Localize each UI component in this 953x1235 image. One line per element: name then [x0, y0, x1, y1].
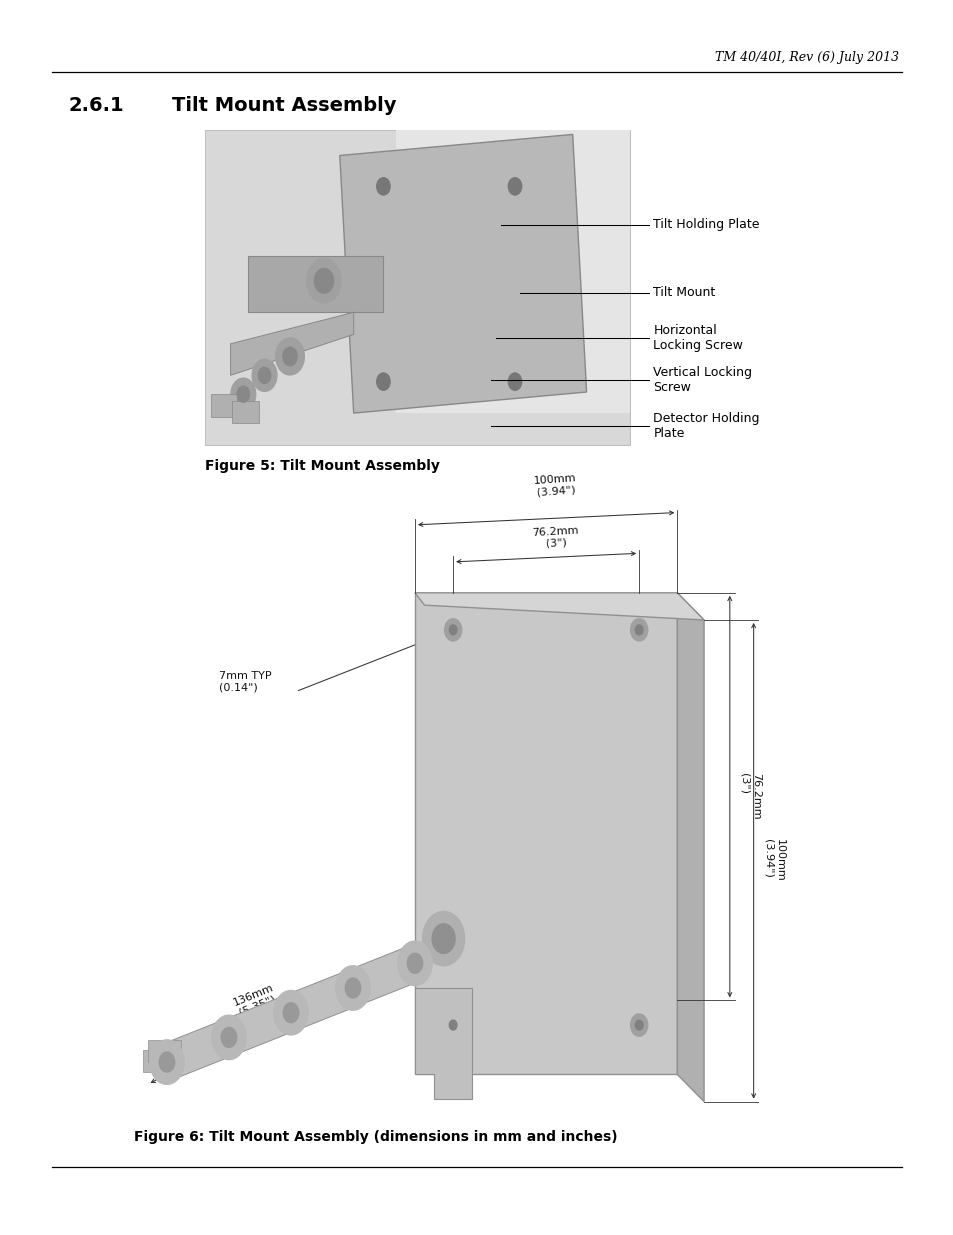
Text: Figure 5: Tilt Mount Assembly: Figure 5: Tilt Mount Assembly	[205, 459, 439, 473]
Text: Tilt Mount Assembly: Tilt Mount Assembly	[172, 96, 395, 115]
Text: Figure 6: Tilt Mount Assembly (dimensions in mm and inches): Figure 6: Tilt Mount Assembly (dimension…	[133, 1130, 617, 1144]
Text: Vertical Locking
Screw: Vertical Locking Screw	[653, 367, 752, 394]
Circle shape	[449, 625, 456, 635]
Bar	[205, 130, 629, 445]
Circle shape	[159, 1052, 174, 1072]
Polygon shape	[415, 593, 703, 620]
Circle shape	[635, 625, 642, 635]
Circle shape	[444, 619, 461, 641]
Circle shape	[314, 268, 334, 293]
Circle shape	[274, 990, 308, 1035]
Circle shape	[282, 347, 296, 366]
Circle shape	[221, 1028, 236, 1047]
Text: TM 40/40I, Rev (6) July 2013: TM 40/40I, Rev (6) July 2013	[714, 51, 898, 64]
Circle shape	[508, 178, 521, 195]
Circle shape	[252, 359, 276, 391]
Text: 7mm TYP
(0.14"): 7mm TYP (0.14")	[219, 671, 272, 693]
Circle shape	[630, 1014, 647, 1036]
Polygon shape	[415, 988, 472, 1099]
Polygon shape	[231, 312, 354, 375]
Bar	[211, 394, 237, 416]
Polygon shape	[167, 944, 415, 1082]
Bar	[395, 130, 629, 414]
Circle shape	[422, 911, 464, 966]
Text: Tilt Holding Plate: Tilt Holding Plate	[653, 219, 760, 231]
Circle shape	[345, 978, 360, 998]
Circle shape	[307, 258, 341, 303]
Text: Detector Holding
Plate: Detector Holding Plate	[653, 412, 760, 440]
Text: 76.2mm
(3"): 76.2mm (3")	[532, 526, 578, 550]
Circle shape	[275, 338, 304, 375]
Circle shape	[258, 367, 271, 383]
Text: 76.2mm
(3"): 76.2mm (3")	[739, 773, 760, 820]
Text: 100mm
(3.94"): 100mm (3.94")	[762, 840, 784, 882]
Circle shape	[212, 1015, 246, 1060]
Circle shape	[376, 178, 390, 195]
Text: 100mm
(3.94"): 100mm (3.94")	[533, 473, 578, 498]
Circle shape	[449, 1020, 456, 1030]
Circle shape	[635, 1020, 642, 1030]
Circle shape	[231, 378, 255, 410]
Bar	[148, 1040, 181, 1062]
Circle shape	[407, 953, 422, 973]
Bar	[339, 135, 586, 414]
Circle shape	[444, 1014, 461, 1036]
Polygon shape	[677, 593, 703, 1102]
Text: 136mm
(5.35"): 136mm (5.35")	[231, 982, 279, 1019]
Bar	[232, 401, 258, 424]
Circle shape	[630, 619, 647, 641]
Text: Horizontal
Locking Screw: Horizontal Locking Screw	[653, 325, 742, 352]
Circle shape	[432, 924, 455, 953]
Text: Tilt Mount: Tilt Mount	[653, 287, 715, 299]
Text: 2.6.1: 2.6.1	[69, 96, 124, 115]
Circle shape	[283, 1003, 298, 1023]
Circle shape	[376, 373, 390, 390]
Bar	[143, 1050, 176, 1072]
Bar	[248, 256, 383, 312]
Circle shape	[397, 941, 432, 986]
Circle shape	[335, 966, 370, 1010]
Circle shape	[150, 1040, 184, 1084]
Circle shape	[237, 387, 250, 403]
Bar	[415, 593, 677, 1074]
Circle shape	[508, 373, 521, 390]
